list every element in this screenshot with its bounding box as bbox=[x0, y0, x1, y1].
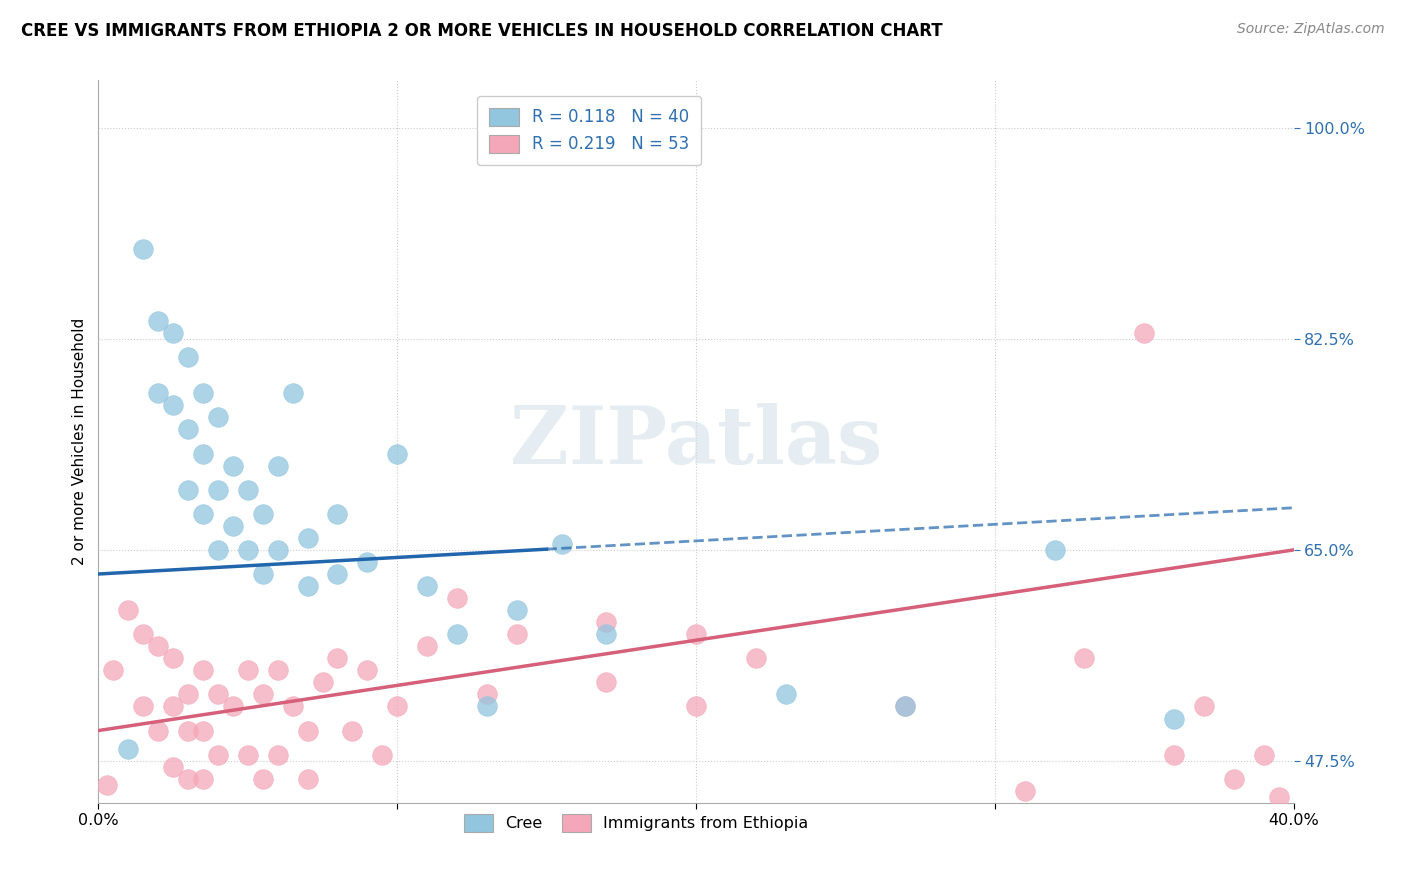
Point bbox=[1043, 542, 1066, 557]
Point bbox=[326, 567, 349, 582]
Point bbox=[446, 591, 468, 605]
Point bbox=[685, 699, 707, 714]
Point bbox=[297, 723, 319, 738]
Point bbox=[252, 567, 274, 582]
Point bbox=[207, 483, 229, 497]
Point bbox=[281, 699, 304, 714]
Point bbox=[207, 687, 229, 701]
Point bbox=[103, 664, 125, 678]
Point bbox=[281, 386, 304, 401]
Point bbox=[191, 507, 214, 521]
Point bbox=[177, 350, 200, 364]
Point bbox=[222, 519, 245, 533]
Legend: Cree, Immigrants from Ethiopia: Cree, Immigrants from Ethiopia bbox=[457, 808, 815, 838]
Point bbox=[1223, 772, 1246, 786]
Point bbox=[96, 778, 118, 792]
Point bbox=[191, 664, 214, 678]
Point bbox=[1192, 699, 1215, 714]
Point bbox=[775, 687, 797, 701]
Point bbox=[356, 555, 378, 569]
Point bbox=[177, 687, 200, 701]
Text: ZIPatlas: ZIPatlas bbox=[510, 402, 882, 481]
Point bbox=[506, 627, 529, 641]
Point bbox=[894, 699, 917, 714]
Point bbox=[475, 687, 498, 701]
Point bbox=[267, 458, 290, 473]
Point bbox=[595, 627, 617, 641]
Point bbox=[207, 747, 229, 762]
Y-axis label: 2 or more Vehicles in Household: 2 or more Vehicles in Household bbox=[72, 318, 87, 566]
Point bbox=[326, 651, 349, 665]
Point bbox=[177, 423, 200, 437]
Point bbox=[236, 747, 259, 762]
Text: Source: ZipAtlas.com: Source: ZipAtlas.com bbox=[1237, 22, 1385, 37]
Point bbox=[236, 542, 259, 557]
Point bbox=[416, 579, 439, 593]
Point bbox=[267, 664, 290, 678]
Point bbox=[236, 483, 259, 497]
Point bbox=[207, 542, 229, 557]
Point bbox=[416, 639, 439, 653]
Point bbox=[267, 542, 290, 557]
Point bbox=[148, 386, 170, 401]
Point bbox=[222, 458, 245, 473]
Point bbox=[475, 699, 498, 714]
Point bbox=[191, 446, 214, 460]
Point bbox=[132, 699, 155, 714]
Point bbox=[1163, 712, 1185, 726]
Point bbox=[1073, 651, 1095, 665]
Point bbox=[385, 446, 409, 460]
Point bbox=[132, 627, 155, 641]
Point bbox=[297, 531, 319, 545]
Point bbox=[177, 723, 200, 738]
Point bbox=[177, 483, 200, 497]
Point bbox=[148, 639, 170, 653]
Point bbox=[371, 747, 394, 762]
Point bbox=[148, 723, 170, 738]
Point bbox=[550, 537, 572, 551]
Point bbox=[148, 314, 170, 328]
Point bbox=[342, 723, 364, 738]
Point bbox=[162, 699, 184, 714]
Point bbox=[177, 772, 200, 786]
Point bbox=[1163, 747, 1185, 762]
Point bbox=[506, 603, 529, 617]
Point bbox=[326, 507, 349, 521]
Point bbox=[162, 760, 184, 774]
Point bbox=[162, 398, 184, 412]
Point bbox=[297, 579, 319, 593]
Point bbox=[191, 386, 214, 401]
Point bbox=[595, 615, 617, 630]
Point bbox=[446, 627, 468, 641]
Point bbox=[356, 664, 378, 678]
Point bbox=[1014, 783, 1036, 797]
Point bbox=[236, 664, 259, 678]
Point bbox=[117, 603, 139, 617]
Point bbox=[207, 410, 229, 425]
Point bbox=[1253, 747, 1275, 762]
Point bbox=[1267, 789, 1289, 804]
Point bbox=[1133, 326, 1156, 341]
Point bbox=[385, 699, 409, 714]
Point bbox=[252, 507, 274, 521]
Point bbox=[191, 772, 214, 786]
Point bbox=[132, 242, 155, 256]
Point bbox=[252, 772, 274, 786]
Text: CREE VS IMMIGRANTS FROM ETHIOPIA 2 OR MORE VEHICLES IN HOUSEHOLD CORRELATION CHA: CREE VS IMMIGRANTS FROM ETHIOPIA 2 OR MO… bbox=[21, 22, 942, 40]
Point bbox=[297, 772, 319, 786]
Point bbox=[191, 723, 214, 738]
Point bbox=[162, 651, 184, 665]
Point bbox=[311, 675, 333, 690]
Point bbox=[685, 627, 707, 641]
Point bbox=[745, 651, 768, 665]
Point bbox=[267, 747, 290, 762]
Point bbox=[894, 699, 917, 714]
Point bbox=[252, 687, 274, 701]
Point bbox=[207, 808, 229, 822]
Point bbox=[222, 699, 245, 714]
Point bbox=[595, 675, 617, 690]
Point bbox=[117, 741, 139, 756]
Point bbox=[162, 326, 184, 341]
